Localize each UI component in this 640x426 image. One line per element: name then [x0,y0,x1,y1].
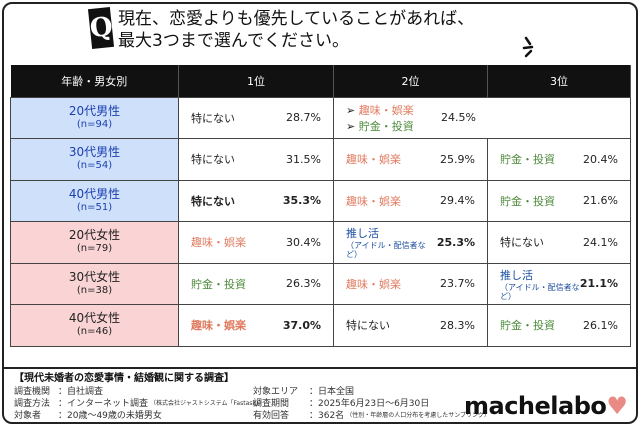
answer-label: ➢ 趣味・娯楽 [346,103,414,117]
rank-3-cell: 推し活 （アイドル・配信者など） 21.1% [487,262,631,305]
table-row: 30代男性 (n=54) 特にない 31.5% 趣味・娯楽 25.9% 貯金・投資 20.4% [10,138,631,181]
answer-label: 特にない [500,236,544,250]
answer-percentage: 21.6% [583,194,618,208]
answer-label: 貯金・投資 [500,153,555,167]
answer-percentage: 28.3% [440,318,475,332]
answer-label: 趣味・娯楽 [346,277,401,291]
answer-label: 趣味・娯楽 [346,194,401,208]
table-row: 20代女性 (n=79) 趣味・娯楽 30.4% 推し活 （アイドル・配信者など） 25.3… [10,221,631,264]
rank-1-cell: 貯金・投資 26.3% [178,262,334,305]
survey-info-row: 調査期間 ：2025年6月23日～6月30日 [253,399,430,409]
rank-1-cell: 特にない 35.3% [178,179,334,222]
group-cell: 30代女性 (n=38) [10,262,179,305]
survey-info-row: 調査方法 ：インターネット調査 （株式会社ジャストシステム「Fastask」） [14,399,265,409]
rank-2-cell: 趣味・娯楽 29.4% [333,179,488,222]
survey-info-row: 有効回答 ：362名 （性別・年齢層の人口分布を考慮したサンプリング） [253,411,491,421]
rank-3-cell: 特にない 24.1% [487,221,631,264]
machelabo-logo: machelabo♥ [464,392,628,420]
rank-2-cell: 趣味・娯楽 25.9% [333,138,488,181]
survey-info-row: 対象エリア ：日本全国 [253,387,355,397]
answer-percentage: 26.3% [286,277,321,291]
rank-3-cell: 貯金・投資 21.6% [487,179,631,222]
table-row: 20代男性 (n=94) 特にない 28.7% ➢ 趣味・娯楽 ➢ 貯金・投資 24.5% [10,96,631,139]
column-header: 2位 [333,65,488,97]
answer-label: 推し活 （アイドル・配信者など） [346,227,426,260]
rank-2-cell: 特にない 28.3% [333,304,488,347]
question-title: 現在、恋愛よりも優先していることがあれば、 最大3つまで選んでください。 [118,8,474,52]
answer-percentage: 24.5% [441,111,476,125]
rank-3-cell: 貯金・投資 26.1% [487,304,631,347]
answer-percentage: 31.5% [286,152,321,166]
column-header: 年齢・男女別 [10,65,179,97]
group-cell: 40代女性 (n=46) [10,304,179,347]
table-row: 40代女性 (n=46) 趣味・娯楽 37.0% 特にない 28.3% 貯金・投資 26.1% [10,304,631,347]
answer-percentage: 30.4% [286,235,321,249]
rank-2-cell: ➢ 趣味・娯楽 ➢ 貯金・投資 24.5% [333,96,631,139]
group-cell: 40代男性 (n=51) [10,179,179,222]
group-cell: 20代女性 (n=79) [10,221,179,264]
answer-label: 推し活 （アイドル・配信者など） [500,268,580,301]
answer-label: 特にない [191,194,235,208]
answer-label: 特にない [191,153,235,167]
answer-label: 貯金・投資 [191,277,246,291]
answer-percentage: 29.4% [440,194,475,208]
rank-1-cell: 特にない 28.7% [178,96,334,139]
ranking-table: 年齢・男女別 1位 2位 3位 20代男性 (n=94) 特にない 28.7% ➢ 趣味・娯楽… [10,65,631,347]
answer-label: ➢ 貯金・投資 [346,119,414,133]
answer-label: 趣味・娯楽 [346,153,401,167]
survey-title: 【現代未婚者の恋愛事情・結婚観に関する調査】 [14,373,234,384]
answer-label: 趣味・娯楽 [191,236,246,250]
answer-percentage: 21.1% [579,277,618,291]
answer-label: 貯金・投資 [500,319,555,333]
answer-percentage: 35.3% [282,194,321,208]
answer-percentage: 25.9% [440,152,475,166]
answer-label: 趣味・娯楽 [191,319,246,333]
rank-2-cell: 推し活 （アイドル・配信者など） 25.3% [333,221,488,264]
heart-icon: ♥ [606,392,628,420]
survey-info: 【現代未婚者の恋愛事情・結婚観に関する調査】 調査機関 ：自社調査調査方法 ：インタ… [14,373,265,422]
question-line-2: 最大3つまで選んでください。 [118,31,349,51]
footer-divider [2,367,638,369]
rank-1-cell: 特にない 31.5% [178,138,334,181]
survey-info-right: 対象エリア ：日本全国調査期間 ：2025年6月23日～6月30日有効回答 ：362名… [253,386,490,422]
answer-percentage: 26.1% [583,318,618,332]
answer-label: 特にない [191,111,235,125]
table-row: 30代女性 (n=38) 貯金・投資 26.3% 趣味・娯楽 23.7% 推し活 （アイドル・… [10,262,631,305]
answer-percentage: 23.7% [440,277,475,291]
question-icon: Q [87,6,114,50]
answer-label: 貯金・投資 [500,194,555,208]
group-cell: 30代男性 (n=54) [10,138,179,181]
answer-percentage: 28.7% [286,111,321,125]
rank-1-cell: 趣味・娯楽 37.0% [178,304,334,347]
rank-2-cell: 趣味・娯楽 23.7% [333,262,488,305]
column-header: 1位 [178,65,334,97]
question-line-1: 現在、恋愛よりも優先していることがあれば、 [118,9,475,29]
table-row: 40代男性 (n=51) 特にない 35.3% 趣味・娯楽 29.4% 貯金・投資 21.6% [10,179,631,222]
group-cell: 20代男性 (n=94) [10,96,179,139]
rank-1-cell: 趣味・娯楽 30.4% [178,221,334,264]
rank-3-cell: 貯金・投資 20.4% [487,138,631,181]
answer-label: 特にない [346,319,390,333]
answer-percentage: 24.1% [583,235,618,249]
emphasis-icon [522,36,534,58]
column-header: 3位 [487,65,631,97]
survey-info-row: 調査機関 ：自社調査 [14,387,104,397]
survey-info-row: 対象者 ：20歳～49歳の未婚男女 [14,411,162,421]
logo-text: machelabo [464,392,607,420]
answer-percentage: 25.3% [436,235,475,249]
answer-percentage: 20.4% [583,152,618,166]
answer-percentage: 37.0% [282,318,321,332]
